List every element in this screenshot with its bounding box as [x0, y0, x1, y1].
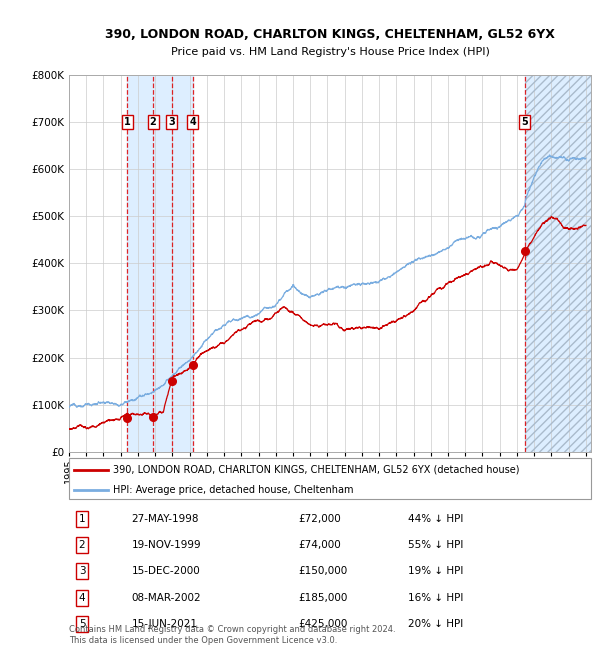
Text: £150,000: £150,000 [299, 566, 348, 577]
Text: 2: 2 [79, 540, 85, 550]
Text: 4: 4 [190, 117, 196, 127]
Bar [524, 75, 591, 452]
Text: 390, LONDON ROAD, CHARLTON KINGS, CHELTENHAM, GL52 6YX: 390, LONDON ROAD, CHARLTON KINGS, CHELTE… [105, 28, 555, 41]
Text: £185,000: £185,000 [299, 593, 348, 603]
Text: 08-MAR-2002: 08-MAR-2002 [131, 593, 201, 603]
Text: HPI: Average price, detached house, Cheltenham: HPI: Average price, detached house, Chel… [113, 485, 354, 495]
Bar [127, 75, 153, 452]
Text: 2: 2 [149, 117, 157, 127]
Text: 19% ↓ HPI: 19% ↓ HPI [409, 566, 464, 577]
Text: Price paid vs. HM Land Registry's House Price Index (HPI): Price paid vs. HM Land Registry's House … [170, 47, 490, 57]
Text: 16% ↓ HPI: 16% ↓ HPI [409, 593, 464, 603]
Text: 19-NOV-1999: 19-NOV-1999 [131, 540, 201, 550]
Text: 44% ↓ HPI: 44% ↓ HPI [409, 514, 464, 524]
Text: 15-DEC-2000: 15-DEC-2000 [131, 566, 200, 577]
Bar [153, 75, 193, 452]
Text: £72,000: £72,000 [299, 514, 341, 524]
Text: 5: 5 [79, 619, 85, 629]
Text: 390, LONDON ROAD, CHARLTON KINGS, CHELTENHAM, GL52 6YX (detached house): 390, LONDON ROAD, CHARLTON KINGS, CHELTE… [113, 465, 520, 474]
Text: 55% ↓ HPI: 55% ↓ HPI [409, 540, 464, 550]
Bar [524, 75, 591, 452]
Text: 27-MAY-1998: 27-MAY-1998 [131, 514, 199, 524]
Text: 3: 3 [169, 117, 175, 127]
Text: 5: 5 [521, 117, 528, 127]
FancyBboxPatch shape [69, 458, 591, 499]
Text: £425,000: £425,000 [299, 619, 348, 629]
Text: 4: 4 [79, 593, 85, 603]
Text: 1: 1 [124, 117, 131, 127]
Text: 1: 1 [79, 514, 85, 524]
Text: Contains HM Land Registry data © Crown copyright and database right 2024.
This d: Contains HM Land Registry data © Crown c… [69, 625, 395, 645]
Text: 20% ↓ HPI: 20% ↓ HPI [409, 619, 464, 629]
Text: £74,000: £74,000 [299, 540, 341, 550]
Text: 15-JUN-2021: 15-JUN-2021 [131, 619, 197, 629]
Text: 3: 3 [79, 566, 85, 577]
